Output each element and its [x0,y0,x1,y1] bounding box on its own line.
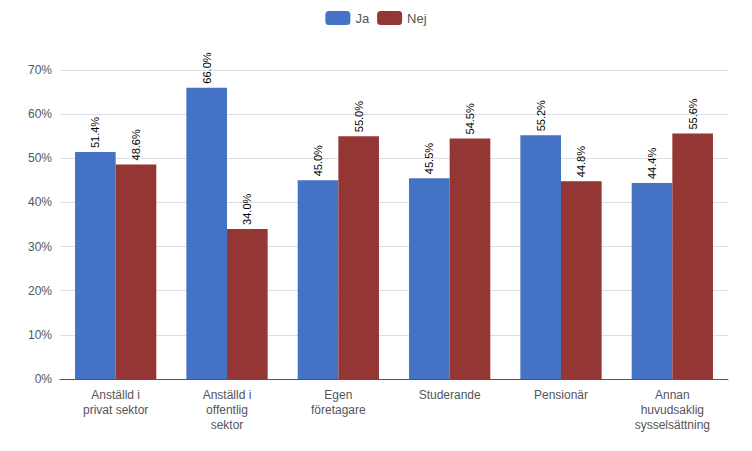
svg-text:Anställd i: Anställd i [203,388,252,402]
svg-text:55.0%: 55.0% [353,101,365,132]
svg-text:50%: 50% [28,151,52,165]
svg-text:66.0%: 66.0% [201,52,213,83]
svg-text:Egen: Egen [324,388,352,402]
svg-text:privat sektor: privat sektor [83,403,148,417]
svg-text:10%: 10% [28,328,52,342]
svg-text:Studerande: Studerande [419,388,481,402]
svg-text:55.6%: 55.6% [687,98,699,129]
svg-text:54.5%: 54.5% [464,103,476,134]
svg-text:sysselsättning: sysselsättning [635,418,710,432]
svg-text:45.0%: 45.0% [312,145,324,176]
svg-text:Anställd i: Anställd i [91,388,140,402]
svg-text:Pensionär: Pensionär [534,388,588,402]
svg-text:företagare: företagare [311,403,366,417]
svg-text:34.0%: 34.0% [241,194,253,225]
svg-text:70%: 70% [28,63,52,77]
svg-text:Nej: Nej [407,11,427,26]
svg-text:44.8%: 44.8% [575,146,587,177]
svg-text:offentlig: offentlig [206,403,248,417]
svg-text:30%: 30% [28,240,52,254]
svg-text:60%: 60% [28,107,52,121]
svg-text:40%: 40% [28,195,52,209]
svg-text:48.6%: 48.6% [130,129,142,160]
svg-text:0%: 0% [35,372,53,386]
svg-text:55.2%: 55.2% [535,100,547,131]
svg-text:huvudsaklig: huvudsaklig [641,403,704,417]
svg-text:sektor: sektor [211,418,244,432]
svg-text:Ja: Ja [355,11,370,26]
svg-text:45.5%: 45.5% [423,143,435,174]
svg-text:Annan: Annan [655,388,690,402]
svg-text:20%: 20% [28,284,52,298]
svg-text:51.4%: 51.4% [89,117,101,148]
svg-text:44.4%: 44.4% [646,148,658,179]
